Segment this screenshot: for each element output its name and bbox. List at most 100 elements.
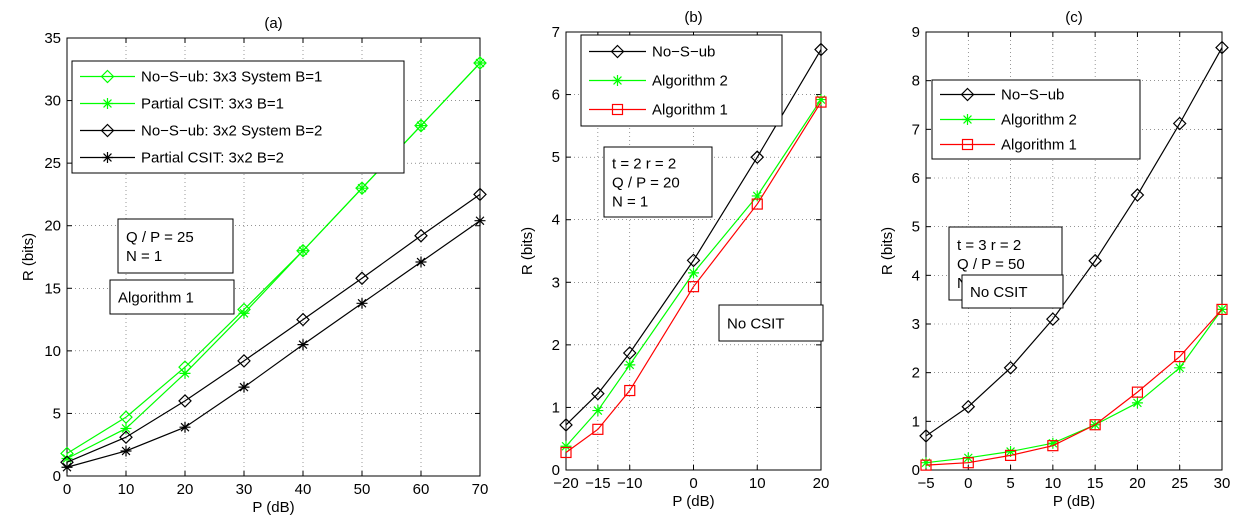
y-tick-label: 1 (912, 413, 920, 430)
y-tick-label: 5 (912, 219, 920, 236)
annotation-text: Q / P = 25 (126, 229, 194, 246)
data-point (1131, 397, 1143, 409)
data-point (1215, 40, 1229, 55)
data-point (414, 118, 428, 133)
legend-label: Partial CSIT: 3x2 B=2 (141, 150, 284, 167)
data-point (238, 307, 250, 319)
data-point (1047, 437, 1059, 449)
y-axis-label: R (bits) (879, 227, 896, 275)
data-point (1004, 449, 1017, 461)
annotation-box (109, 279, 235, 315)
y-tick-label: 20 (44, 218, 61, 235)
x-tick-label: 60 (413, 481, 430, 498)
annotation-text: No CSIT (727, 316, 785, 333)
data-point (355, 271, 369, 286)
data-point (592, 423, 604, 435)
legend-swatch-marker (610, 44, 625, 59)
x-tick-label: 0 (63, 481, 71, 498)
data-point (815, 96, 827, 108)
legend-label: No−S−ub (1001, 87, 1064, 104)
annotation-box (603, 146, 713, 218)
data-point (962, 457, 974, 469)
data-point (1174, 362, 1186, 374)
chart-title: (c) (1065, 9, 1083, 26)
data-point (1047, 440, 1059, 452)
data-point (178, 394, 192, 408)
data-point (120, 445, 132, 457)
annotation-1: No CSIT (961, 274, 1064, 309)
x-tick-label: 70 (472, 481, 489, 498)
legend-swatch-marker (612, 75, 623, 86)
data-point (119, 430, 133, 445)
y-tick-label: 3 (912, 316, 920, 333)
data-point (815, 94, 827, 106)
data-point (296, 243, 310, 258)
data-point (560, 446, 572, 459)
data-point (920, 457, 932, 469)
y-tick-label: 0 (53, 468, 61, 485)
data-point (592, 405, 604, 417)
y-tick-label: 2 (552, 337, 560, 354)
data-point (559, 418, 573, 432)
data-point (688, 267, 699, 279)
series-line (565, 49, 822, 426)
y-tick-label: 0 (552, 462, 560, 479)
x-tick-label: 50 (354, 481, 371, 498)
x-tick-label: −5 (917, 475, 934, 492)
data-point (355, 181, 369, 196)
x-tick-label: −10 (617, 475, 642, 492)
data-point (1088, 253, 1102, 268)
y-tick-label: 5 (53, 405, 61, 422)
x-tick-label: 30 (236, 481, 253, 498)
data-point (814, 42, 828, 57)
x-tick-label: −15 (585, 475, 610, 492)
data-point (238, 381, 250, 393)
x-tick-label: 5 (1006, 475, 1014, 492)
plot-frame (66, 37, 481, 477)
data-point (1172, 116, 1187, 131)
series-line (66, 220, 481, 468)
x-axis-label: P (dB) (252, 499, 294, 516)
legend-label: Algorithm 1 (1001, 137, 1077, 154)
y-tick-label: 0 (912, 462, 920, 479)
data-point (961, 399, 976, 414)
data-point (1005, 446, 1017, 458)
y-tick-label: 7 (552, 24, 560, 41)
x-tick-label: 10 (1045, 475, 1062, 492)
data-point (297, 339, 309, 351)
x-axis-label: P (dB) (672, 493, 714, 510)
data-point (1216, 303, 1228, 315)
y-tick-label: 25 (44, 155, 61, 172)
data-point (415, 256, 427, 268)
y-tick-label: 15 (44, 280, 61, 297)
data-point (1174, 351, 1186, 363)
legend-swatch-marker (102, 152, 113, 163)
legend-box (71, 60, 405, 174)
legend: No−S−ub Algorithm 2 Algorithm 1 (931, 79, 1141, 160)
data-point (751, 190, 763, 202)
series-2 (560, 96, 827, 459)
data-point (622, 346, 637, 360)
chart-title: (b) (684, 9, 702, 26)
y-tick-label: 1 (552, 399, 560, 416)
annotation-0: t = 2 r = 2 Q / P = 20 N = 1 (603, 146, 713, 218)
y-tick-label: 6 (552, 87, 560, 104)
data-point (120, 422, 132, 434)
annotation-text: t = 3 r = 2 (957, 237, 1021, 254)
annotation-text: N = 1 (612, 194, 648, 211)
annotation-text: Q / P = 20 (612, 175, 680, 192)
annotation-text: N = 1 (126, 248, 162, 265)
annotation-box (117, 218, 234, 274)
legend-swatch-marker (100, 123, 115, 138)
data-point (474, 57, 486, 69)
data-point (686, 253, 701, 268)
legend-swatch-marker (960, 87, 975, 102)
legend-label: No−S−ub: 3x2 System B=2 (141, 123, 322, 140)
legend-label: Algorithm 2 (1001, 112, 1077, 129)
x-tick-label: 10 (118, 481, 135, 498)
data-point (1131, 386, 1144, 398)
annotation-1: No CSIT (718, 304, 824, 342)
y-tick-label: 4 (552, 212, 560, 229)
